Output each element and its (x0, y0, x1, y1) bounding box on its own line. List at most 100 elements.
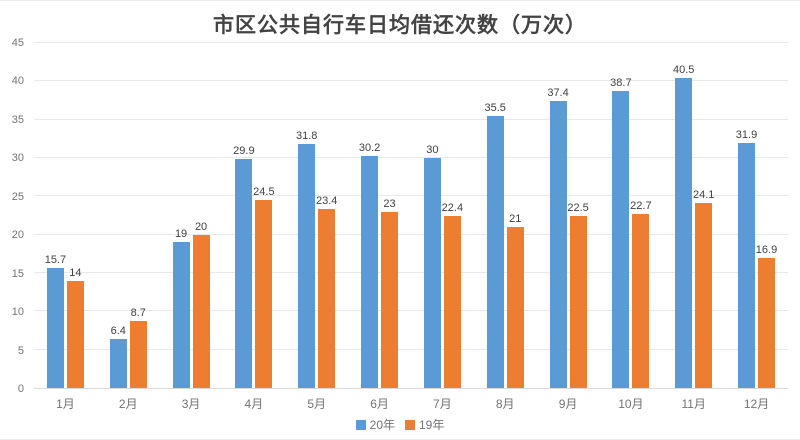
legend-item: 19年 (405, 416, 444, 433)
plot-area: 15.7 14 6.4 8.7 19 20 29.9 24.5 31.8 23.4 30.2 23 30… (34, 42, 788, 389)
bar-group: 35.5 21 (474, 43, 537, 388)
grid-line (34, 272, 788, 273)
bar-group: 6.4 8.7 (97, 43, 160, 388)
bar-value-label: 16.9 (755, 244, 778, 257)
y-tick-label: 20 (11, 229, 24, 242)
bar-value-label: 29.9 (233, 144, 255, 157)
bar: 40.5 (673, 64, 694, 388)
bar: 22.7 (630, 200, 652, 388)
bar-group: 15.7 14 (34, 43, 97, 388)
y-axis-labels: 0 5 10 15 20 25 30 35 40 45 (0, 37, 28, 395)
bar-value-label: 30.2 (358, 142, 381, 155)
y-tick-label: 30 (11, 152, 24, 165)
bar: 30.2 (359, 142, 380, 388)
bar: 30 (423, 144, 441, 388)
bar-value-label: 31.8 (296, 130, 318, 143)
bar: 31.9 (736, 129, 757, 388)
bar: 16.9 (756, 244, 777, 388)
bar: 23 (381, 198, 399, 388)
bar-value-label: 14 (69, 266, 82, 279)
bar-value-label: 21 (509, 213, 522, 225)
bar-value-label: 35.5 (484, 101, 506, 114)
bar: 37.4 (547, 87, 569, 388)
legend-swatch (355, 419, 366, 430)
legend-item: 20年 (355, 416, 395, 433)
bar: 14 (66, 267, 84, 388)
bar-value-label: 20 (194, 220, 208, 233)
grid-line (34, 195, 788, 197)
bar-value-label: 23 (383, 197, 396, 210)
grid-line (34, 80, 788, 82)
y-tick-label: 5 (17, 344, 24, 357)
y-tick-label: 10 (11, 306, 24, 319)
bar-value-label: 8.7 (130, 307, 146, 320)
bar-group: 30 22.4 (411, 43, 474, 388)
y-tick-label: 0 (17, 383, 24, 395)
legend-label: 19年 (419, 418, 445, 432)
bar: 22.4 (442, 202, 463, 388)
bar-group: 40.5 24.1 (662, 43, 725, 388)
bar-group: 38.7 22.7 (599, 43, 662, 388)
grid-line (34, 233, 788, 235)
bar: 31.8 (296, 130, 317, 388)
bar: 6.4 (109, 325, 127, 388)
grid-line (34, 42, 788, 43)
bar: 20 (192, 221, 210, 388)
bar: 21 (506, 213, 524, 388)
bar-groups: 15.7 14 6.4 8.7 19 20 29.9 24.5 31.8 23.4 30.2 23 30… (34, 43, 788, 388)
x-tick-label: 7月 (433, 397, 452, 411)
legend: 20年 19年 (0, 416, 800, 433)
chart-title: 市区公共自行车日均借还次数（万次） (213, 14, 587, 37)
bar-value-label: 24.1 (692, 189, 715, 202)
bar-value-label: 38.7 (610, 77, 632, 90)
y-tick-label: 15 (11, 267, 24, 280)
bar-value-label: 19 (174, 228, 188, 241)
bar: 8.7 (129, 307, 147, 388)
bar-value-label: 22.4 (441, 202, 464, 215)
bar-value-label: 30 (426, 144, 439, 156)
bar-group: 29.9 24.5 (222, 43, 285, 388)
bar-value-label: 31.9 (735, 129, 758, 142)
grid-line (34, 118, 788, 120)
bar-group: 19 20 (160, 43, 223, 388)
x-tick-label: 6月 (370, 397, 389, 411)
bar-value-label: 23.4 (316, 194, 338, 207)
x-axis-labels: 1月 2月 3月 4月 5月 6月 7月 8月 9月 10月 11月 12月 (34, 395, 788, 413)
bar: 29.9 (233, 145, 255, 388)
bar: 19 (172, 228, 190, 388)
bar-group: 30.2 23 (348, 43, 411, 388)
bar-group: 37.4 22.5 (537, 43, 600, 388)
bar-value-label: 40.5 (672, 63, 695, 76)
y-tick-label: 25 (11, 190, 24, 203)
x-tick-label: 12月 (743, 397, 770, 411)
x-tick-label: 10月 (618, 397, 644, 411)
bar: 24.1 (693, 189, 714, 388)
x-tick-label: 5月 (307, 397, 327, 411)
bar-value-label: 15.7 (44, 253, 67, 266)
grid-line (34, 157, 788, 158)
legend-swatch (405, 419, 415, 430)
bar-value-label: 22.7 (630, 199, 652, 212)
bar: 22.5 (567, 202, 589, 388)
bar: 15.7 (45, 254, 66, 388)
bar: 35.5 (484, 102, 506, 388)
x-tick-label: 11月 (681, 397, 706, 411)
bar-value-label: 6.4 (110, 324, 126, 337)
legend-label: 20年 (369, 418, 395, 432)
bar-value-label: 24.5 (253, 186, 275, 199)
grid-line (34, 348, 788, 350)
bar: 24.5 (253, 186, 275, 388)
bar-value-label: 22.5 (567, 201, 589, 214)
x-tick-label: 3月 (181, 397, 201, 411)
x-tick-label: 4月 (244, 397, 264, 411)
y-tick-label: 45 (11, 37, 24, 49)
bar-group: 31.9 16.9 (725, 43, 788, 388)
bar: 23.4 (316, 195, 337, 388)
bar-value-label: 37.4 (547, 87, 569, 100)
x-tick-label: 1月 (56, 397, 75, 411)
y-tick-label: 35 (11, 113, 24, 126)
x-tick-label: 9月 (558, 397, 578, 411)
bar: 38.7 (610, 77, 632, 388)
grid-line (34, 310, 788, 312)
